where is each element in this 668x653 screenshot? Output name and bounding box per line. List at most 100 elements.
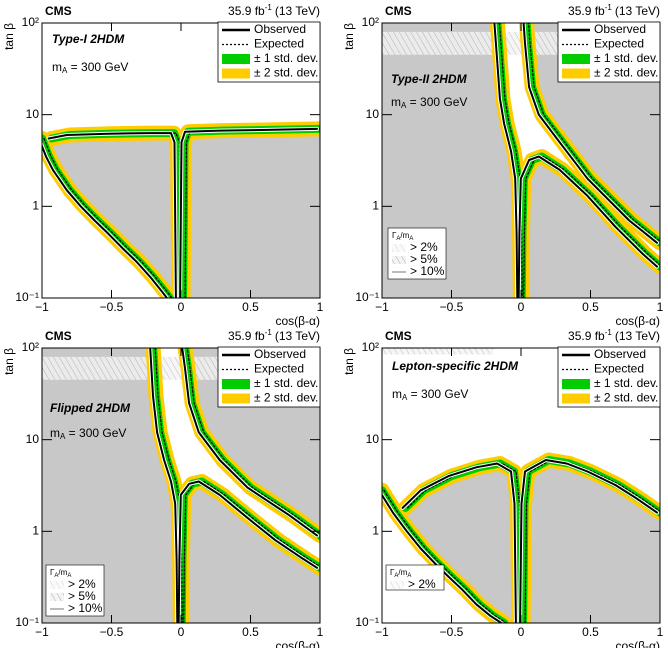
x-tick-label: 0 — [178, 625, 185, 639]
energy-label: (13 TeV) — [615, 329, 660, 343]
panel: −1 −0.5 0 0.5 1 10⁻¹ 1 10 10² cos(β-α) tan β CMS 35.… — [342, 3, 663, 328]
width-legend-title-part: A — [396, 236, 400, 242]
width-legend-label: > 5% — [68, 589, 96, 603]
y-tick-label: 1 — [372, 524, 379, 538]
y-tick-label: 10⁻¹ — [15, 615, 39, 629]
luminosity-label: 35.9 fb-1 (13 TeV) — [228, 3, 320, 18]
width-legend-title-part: Γ — [390, 568, 395, 577]
width-legend-swatch — [50, 581, 64, 589]
model-title: Type-I 2HDM — [52, 32, 125, 46]
legend-swatch — [222, 54, 250, 64]
observed-line — [42, 127, 318, 298]
y-tick-label: 10⁻¹ — [355, 615, 379, 629]
width-legend-label: > 2% — [408, 577, 436, 591]
panel: −1 −0.5 0 0.5 1 10⁻¹ 1 10 10² cos(β-α) tan β CMS 35.… — [342, 328, 664, 653]
x-tick-label: 0.5 — [582, 300, 599, 314]
width-legend-box — [45, 564, 105, 617]
mass-value: = 300 GeV — [67, 60, 128, 74]
observed-line — [493, 23, 658, 298]
width-legend-title-part: Γ — [392, 231, 397, 240]
y-tick-label: 10⁻¹ — [355, 290, 379, 304]
y-axis-label: tan β — [342, 348, 356, 375]
width-legend-swatch — [392, 256, 406, 264]
mass-subscript: A — [60, 432, 66, 441]
width-legend-label: > 5% — [410, 252, 438, 266]
mass-value: = 300 GeV — [407, 387, 468, 401]
x-tick-label: 0.5 — [242, 625, 259, 639]
x-tick-label: 0 — [178, 300, 185, 314]
luminosity-label: 35.9 fb-1 (13 TeV) — [568, 3, 660, 18]
x-tick-label: 0.5 — [582, 625, 599, 639]
luminosity-unit-exponent: -1 — [605, 328, 613, 337]
mass-label: mA = 300 GeV — [392, 387, 468, 402]
x-tick-label: −0.5 — [440, 625, 464, 639]
legend-label: Observed — [254, 347, 306, 361]
x-tick-label: −0.5 — [100, 300, 124, 314]
y-tick-label: 10 — [366, 107, 380, 121]
legend-label: Observed — [254, 22, 306, 36]
luminosity-label: 35.9 fb-1 (13 TeV) — [228, 328, 320, 343]
y-tick-label: 10² — [22, 340, 39, 354]
x-tick-label: 0.5 — [242, 300, 259, 314]
energy-label: (13 TeV) — [615, 4, 660, 18]
legend-swatch — [222, 393, 250, 404]
width-legend-label: > 2% — [68, 577, 96, 591]
luminosity-value: 35.9 fb — [568, 4, 605, 18]
mass-subscript: A — [62, 66, 68, 75]
width-legend-title-part: /m — [398, 568, 407, 577]
width-legend-swatch — [50, 593, 64, 601]
y-tick-label: 1 — [32, 199, 39, 213]
experiment-label: CMS — [45, 4, 72, 18]
x-tick-label: −1 — [375, 300, 389, 314]
mass-label: mA = 300 GeV — [50, 426, 126, 441]
legend-label: ± 2 std. dev. — [594, 391, 658, 405]
luminosity-value: 35.9 fb — [228, 4, 265, 18]
panel: −1 −0.5 0 0.5 1 10⁻¹ 1 10 10² cos(β-α) tan β CMS 35.… — [2, 3, 323, 328]
y-tick-label: 10² — [362, 15, 379, 29]
model-title: Lepton-specific 2HDM — [392, 359, 519, 373]
luminosity-unit-exponent: -1 — [265, 328, 273, 337]
y-axis-label: tan β — [2, 23, 16, 50]
width-legend-title-part: A — [407, 573, 411, 579]
model-title: Flipped 2HDM — [50, 401, 131, 415]
x-axis-label: cos(β-α) — [275, 314, 320, 328]
y-tick-label: 10 — [366, 432, 380, 446]
y-tick-label: 10 — [26, 432, 40, 446]
width-legend-box — [387, 227, 447, 280]
legend-label: Expected — [594, 37, 644, 51]
mass-symbol: m — [52, 60, 62, 74]
legend-label: Expected — [254, 362, 304, 376]
legend-label: Expected — [594, 362, 644, 376]
legend-swatch — [562, 393, 590, 404]
legend-label: ± 2 std. dev. — [594, 66, 658, 80]
experiment-label: CMS — [385, 4, 412, 18]
experiment-label: CMS — [45, 329, 72, 343]
width-legend-title: ΓA/mA — [390, 568, 411, 578]
width-legend-title: ΓA/mA — [392, 231, 413, 241]
y-tick-label: 10² — [22, 15, 39, 29]
x-tick-label: 1 — [317, 300, 324, 314]
luminosity-unit-exponent: -1 — [265, 3, 273, 12]
observed-line — [149, 348, 318, 623]
legend-swatch — [562, 379, 590, 389]
mass-subscript: A — [402, 393, 408, 402]
luminosity-value: 35.9 fb — [568, 329, 605, 343]
x-tick-label: −1 — [35, 300, 49, 314]
width-legend-label: > 10% — [68, 601, 103, 615]
luminosity-label: 35.9 fb-1 (13 TeV) — [568, 328, 660, 343]
mass-value: = 300 GeV — [65, 426, 126, 440]
width-legend-title-part: /m — [400, 231, 409, 240]
mass-value: = 300 GeV — [406, 95, 467, 109]
legend-label: ± 1 std. dev. — [254, 376, 318, 390]
y-tick-label: 10⁻¹ — [15, 290, 39, 304]
width-legend-title-part: A — [394, 573, 398, 579]
experiment-label: CMS — [385, 329, 412, 343]
width-legend-title-part: /m — [58, 568, 67, 577]
width-legend-title-part: A — [409, 236, 413, 242]
x-tick-label: 1 — [657, 625, 664, 639]
y-axis-label: tan β — [2, 348, 16, 375]
luminosity-value: 35.9 fb — [228, 329, 265, 343]
legend-label: ± 1 std. dev. — [594, 376, 658, 390]
panel: −1 −0.5 0 0.5 1 10⁻¹ 1 10 10² cos(β-α) tan β CMS 35.… — [2, 328, 323, 653]
